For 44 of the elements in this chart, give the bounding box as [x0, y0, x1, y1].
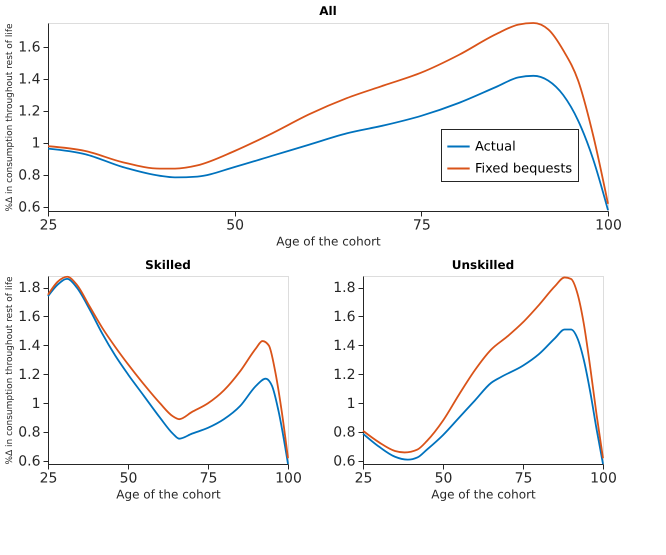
- y-tick-label: 0.6: [333, 454, 356, 470]
- y-tick-label: 1.4: [18, 72, 41, 88]
- legend-label: Actual: [475, 140, 516, 154]
- y-tick-label: 1: [32, 136, 40, 152]
- y-tick-label: 1.6: [333, 308, 356, 325]
- line-series: [47, 22, 609, 205]
- y-tick-label: 1.2: [333, 366, 356, 383]
- x-tick-label: 75: [412, 218, 431, 234]
- y-axis-title: %Δ in consumption throughout rest of life: [5, 22, 16, 212]
- x-tick-label: 100: [595, 218, 622, 234]
- y-tick-label: 0.6: [18, 200, 41, 216]
- x-axis-title: Age of the cohort: [116, 488, 222, 502]
- x-tick-label: 25: [40, 470, 58, 486]
- y-tick-label: 0.8: [18, 168, 40, 184]
- chart-title: All: [319, 4, 337, 18]
- y-tick-label: 1.4: [333, 338, 356, 354]
- chart-title: Unskilled: [452, 258, 514, 272]
- y-tick-label: 1.6: [18, 308, 41, 325]
- x-axis-title: Age of the cohort: [431, 488, 536, 502]
- x-tick-label: 75: [200, 470, 218, 486]
- line-series: [362, 276, 604, 460]
- y-tick-label: 1.2: [18, 104, 40, 120]
- x-tick-label: 75: [514, 470, 532, 486]
- x-tick-label: 25: [354, 470, 372, 486]
- x-tick-label: 100: [590, 470, 617, 486]
- y-tick-label: 1.8: [333, 280, 356, 296]
- x-tick-label: 100: [275, 470, 302, 486]
- x-tick-label: 25: [40, 218, 58, 234]
- y-tick-label: 1.6: [18, 40, 41, 56]
- y-tick-label: 1: [32, 396, 40, 412]
- y-tick-label: 1.8: [18, 280, 40, 296]
- y-axis-title: %Δ in consumption throughout rest of life: [5, 276, 16, 465]
- chart-title: Skilled: [145, 258, 191, 272]
- y-tick-label: 0.6: [18, 454, 41, 470]
- y-tick-label: 1.2: [18, 366, 40, 383]
- x-tick-label: 50: [120, 470, 138, 486]
- legend-label: Fixed bequests: [475, 162, 572, 176]
- y-tick-label: 1.4: [18, 338, 41, 354]
- y-tick-label: 0.8: [18, 424, 40, 441]
- x-tick-label: 50: [434, 470, 452, 486]
- x-axis-title: Age of the cohort: [276, 234, 382, 248]
- y-tick-label: 1: [346, 396, 356, 412]
- x-tick-label: 50: [226, 218, 244, 234]
- y-tick-label: 0.8: [333, 424, 356, 441]
